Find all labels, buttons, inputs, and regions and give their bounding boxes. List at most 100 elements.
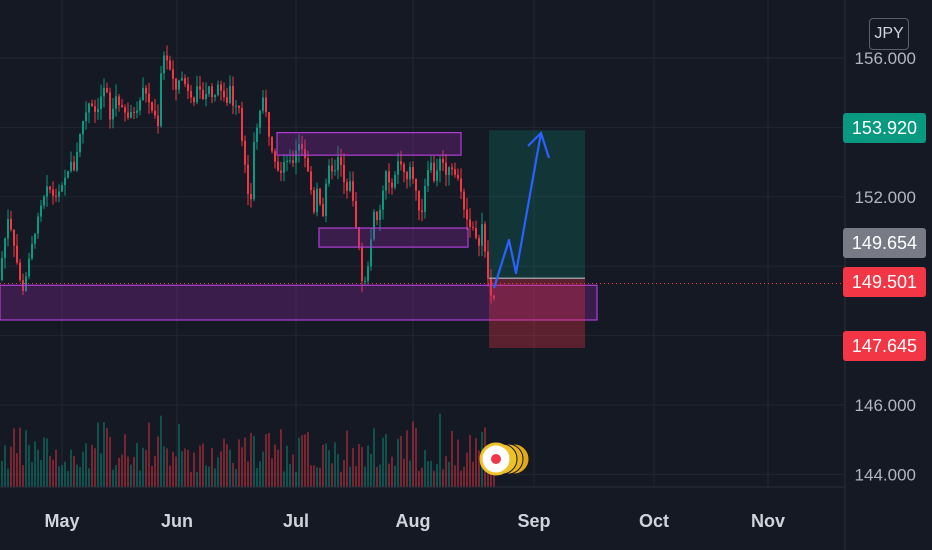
- volume-bar: [13, 428, 15, 487]
- x-tick-label: Aug: [396, 511, 431, 531]
- candle-body: [67, 171, 69, 178]
- candle-body: [286, 160, 288, 163]
- candle-body: [169, 60, 171, 70]
- volume-bar: [427, 461, 429, 487]
- volume-bar: [4, 445, 6, 487]
- volume-bar: [421, 467, 423, 487]
- candle-body: [268, 112, 270, 137]
- x-tick-label: May: [44, 511, 79, 531]
- candle-body: [466, 209, 468, 220]
- volume-bar: [217, 457, 219, 487]
- volume-bar: [211, 448, 213, 487]
- volume-bar: [100, 453, 102, 487]
- volume-bar: [250, 432, 252, 487]
- candle-body: [484, 224, 486, 252]
- candle-body: [352, 181, 354, 201]
- entry-price-tag: 149.654: [842, 228, 926, 258]
- volume-bar: [7, 468, 9, 487]
- candle-body: [316, 188, 318, 213]
- candle-body: [94, 106, 96, 112]
- candle-body: [409, 167, 411, 180]
- volume-bar: [181, 451, 183, 487]
- volume-bar: [457, 439, 459, 487]
- candle-body: [217, 84, 219, 96]
- candle-body: [454, 169, 456, 175]
- candle-body: [220, 84, 222, 91]
- volume-bar: [199, 445, 201, 487]
- volume-bar: [136, 442, 138, 487]
- candle-body: [253, 142, 255, 200]
- volume-bar: [313, 465, 315, 487]
- volume-bar: [295, 471, 297, 487]
- volume-bar: [190, 471, 192, 487]
- volume-bar: [289, 464, 291, 487]
- candles: [1, 45, 495, 304]
- candle-body: [325, 183, 327, 217]
- candle-body: [28, 258, 30, 277]
- candle-body: [259, 110, 261, 128]
- volume-bar: [241, 447, 243, 487]
- candle-body: [37, 216, 39, 234]
- volume-bar: [124, 434, 126, 487]
- volume-bar: [391, 456, 393, 487]
- volume-bar: [40, 460, 42, 487]
- volume-bar: [424, 450, 426, 487]
- earnings-marker[interactable]: [479, 442, 530, 476]
- candle-body: [235, 105, 237, 107]
- volume-bar: [466, 452, 468, 487]
- candle-body: [319, 188, 321, 205]
- volume-bar: [487, 468, 489, 487]
- candle-body: [172, 69, 174, 79]
- volume-bar: [319, 467, 321, 487]
- volume-bar: [82, 451, 84, 487]
- volume-bar: [358, 444, 360, 487]
- volume-bar: [298, 437, 300, 487]
- candle-body: [310, 171, 312, 191]
- candle-body: [10, 218, 12, 230]
- volume-bar: [301, 435, 303, 487]
- volume-bar: [268, 432, 270, 487]
- earnings-dot: [491, 454, 501, 464]
- candle-body: [295, 150, 297, 163]
- forecast-arrowhead: [527, 130, 551, 159]
- volume-bar: [55, 449, 57, 487]
- volume-bar: [151, 465, 153, 487]
- candle-body: [85, 112, 87, 121]
- candle-body: [124, 107, 126, 113]
- volume-bar: [88, 468, 90, 487]
- candle-body: [247, 164, 249, 194]
- candle-body: [403, 164, 405, 173]
- currency-button[interactable]: JPY: [869, 18, 909, 50]
- candle-body: [328, 165, 330, 184]
- volume-bar: [469, 434, 471, 487]
- candle-body: [421, 210, 423, 212]
- volume-bar: [310, 465, 312, 487]
- candle-body: [148, 93, 150, 103]
- candle-body: [349, 181, 351, 191]
- candle-body: [196, 86, 198, 103]
- candle-body: [52, 189, 54, 196]
- volume-bar: [1, 461, 3, 487]
- candle-body: [238, 105, 240, 108]
- volume-bar: [307, 431, 309, 487]
- zones: [0, 132, 845, 321]
- candle-body: [55, 195, 57, 197]
- volume-bar: [52, 459, 54, 487]
- candle-body: [178, 80, 180, 90]
- candle-body: [1, 257, 3, 281]
- volume-bar: [178, 423, 180, 487]
- volume-bar: [220, 451, 222, 487]
- candle-body: [385, 171, 387, 191]
- candle-body: [91, 103, 93, 107]
- volume-bar: [43, 437, 45, 487]
- volume-bar: [196, 471, 198, 487]
- forecast-arrow[interactable]: [492, 130, 551, 289]
- long-position-tool[interactable]: [489, 130, 585, 348]
- volume-bar: [145, 449, 147, 487]
- volume-bars: [1, 413, 495, 487]
- candle-body: [256, 127, 258, 143]
- candle-body: [439, 158, 441, 171]
- candle-body: [163, 55, 165, 74]
